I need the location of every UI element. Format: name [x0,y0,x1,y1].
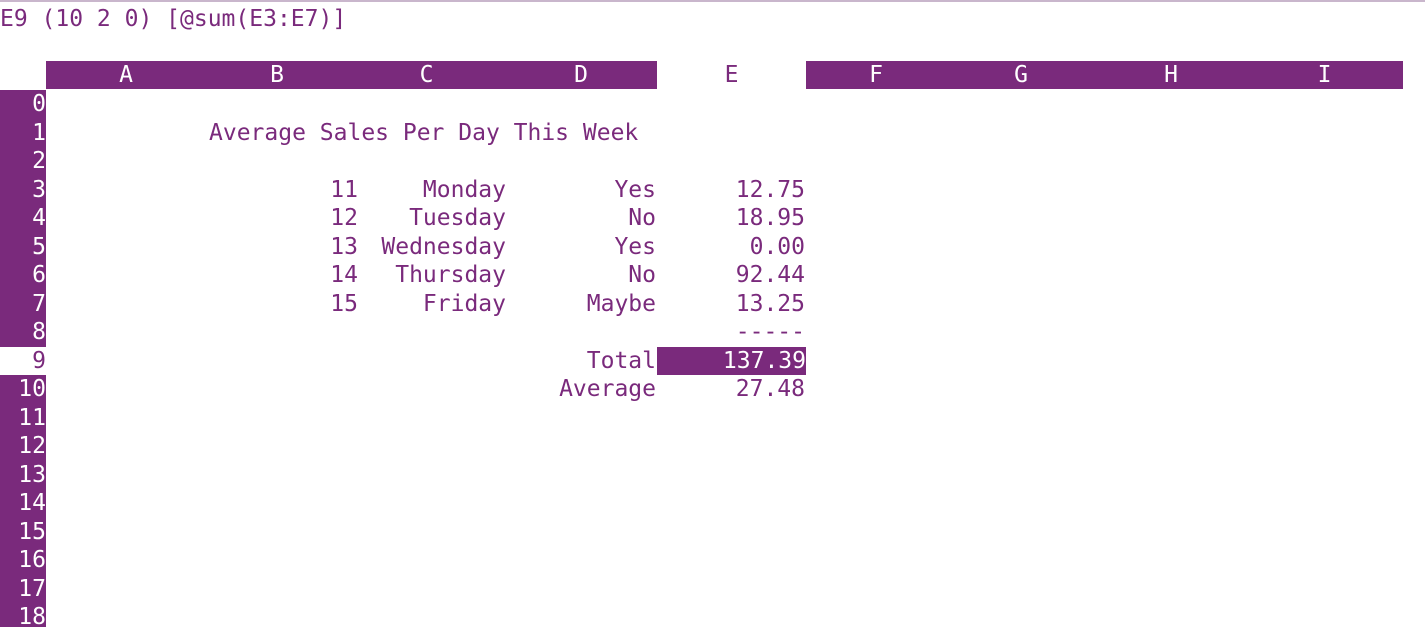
row-number: 11 [18,404,46,431]
cell-d6[interactable]: No [628,262,656,288]
row-number: 9 [32,347,46,374]
cell-e4[interactable]: 18.95 [735,205,805,231]
row-number: 4 [32,205,46,231]
cell-e9-total-value[interactable]: 137.39 [657,346,806,375]
row-header-10[interactable]: 10 [0,375,46,404]
row-header-18[interactable]: 18 [0,603,46,630]
sheet-title-cell[interactable]: Average Sales Per Day This Week [209,119,639,146]
row-header-5[interactable]: 5 [0,232,46,261]
cell-b7[interactable]: 15 [330,290,358,317]
row-header-13[interactable]: 13 [0,460,46,489]
row-number: 17 [18,575,46,602]
cell-c3[interactable]: Monday [422,176,506,203]
row-header-15[interactable]: 15 [0,517,46,546]
cell-e6[interactable]: 92.44 [735,262,805,288]
row-number: 12 [18,433,46,459]
row-header-17[interactable]: 17 [0,574,46,603]
row-header-12[interactable]: 12 [0,432,46,461]
row-number: 14 [18,490,46,516]
column-header-e[interactable]: E [657,61,806,89]
row-number: 5 [32,233,46,260]
row-number: 6 [32,262,46,288]
column-header-c[interactable]: C [348,61,505,89]
cell-e3[interactable]: 12.75 [735,176,805,203]
row-number: 10 [18,376,46,402]
cell-c4[interactable]: Tuesday [409,205,506,231]
cell-d9-total-label[interactable]: Total [586,347,656,374]
cell-d5[interactable]: Yes [614,233,656,260]
cell-b5[interactable]: 13 [330,233,358,260]
column-header-a[interactable]: A [46,61,206,89]
row-header-3[interactable]: 3 [0,175,46,204]
cell-e7[interactable]: 13.25 [735,290,805,317]
row-number: 16 [18,547,46,573]
column-header-f[interactable]: F [806,61,946,89]
row-number: 7 [32,290,46,317]
row-header-1[interactable]: 1 [0,118,46,147]
cell-c7[interactable]: Friday [422,290,506,317]
row-number: 2 [32,148,46,174]
column-header-h[interactable]: H [1096,61,1246,89]
row-header-8[interactable]: 8 [0,318,46,347]
row-number: 18 [18,604,46,630]
row-header-9[interactable]: 9 [0,346,46,375]
row-header-4[interactable]: 4 [0,204,46,233]
column-header-i[interactable]: I [1246,61,1403,89]
row-number: 3 [32,176,46,203]
cell-b4[interactable]: 12 [330,205,358,231]
cell-d4[interactable]: No [628,205,656,231]
row-header-0[interactable]: 0 [0,90,46,119]
cell-c5[interactable]: Wednesday [381,233,506,260]
cell-status-line: E9 (10 2 0) [@sum(E3:E7)] [0,6,347,32]
row-number: 15 [18,518,46,545]
row-number: 1 [32,119,46,146]
top-border [0,0,1425,2]
column-header-d[interactable]: D [505,61,657,89]
cell-b3[interactable]: 11 [330,176,358,203]
cell-d10-average-label[interactable]: Average [559,376,656,402]
column-header-b[interactable]: B [206,61,348,89]
row-header-7[interactable]: 7 [0,289,46,318]
row-number: 0 [32,91,46,117]
row-header-16[interactable]: 16 [0,546,46,575]
cell-b6[interactable]: 14 [330,262,358,288]
cell-c6[interactable]: Thursday [395,262,506,288]
row-number: 13 [18,461,46,488]
cell-d3[interactable]: Yes [614,176,656,203]
row-number: 8 [32,319,46,345]
cell-e5[interactable]: 0.00 [749,233,805,260]
cell-d7[interactable]: Maybe [586,290,656,317]
cell-e8-separator[interactable]: ----- [735,319,805,345]
column-header-g[interactable]: G [946,61,1096,89]
row-header-14[interactable]: 14 [0,489,46,518]
row-header-6[interactable]: 6 [0,261,46,290]
row-header-11[interactable]: 11 [0,403,46,432]
cell-e10-average-value[interactable]: 27.48 [735,376,805,402]
row-header-2[interactable]: 2 [0,147,46,176]
